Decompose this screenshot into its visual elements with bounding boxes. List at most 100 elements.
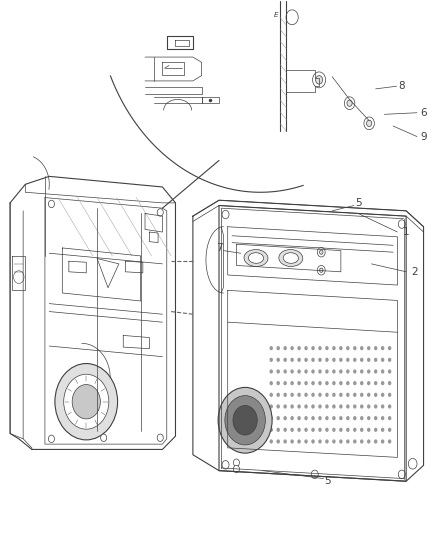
Circle shape (304, 381, 308, 385)
Circle shape (283, 439, 287, 443)
Circle shape (283, 381, 287, 385)
Circle shape (339, 405, 343, 409)
Circle shape (374, 416, 378, 420)
Circle shape (325, 405, 328, 409)
Circle shape (346, 381, 350, 385)
Circle shape (290, 405, 294, 409)
Circle shape (388, 369, 391, 374)
Circle shape (320, 250, 323, 254)
Circle shape (353, 393, 357, 397)
Ellipse shape (279, 249, 303, 266)
Circle shape (381, 405, 385, 409)
Circle shape (290, 369, 294, 374)
Circle shape (276, 427, 280, 432)
Circle shape (360, 416, 364, 420)
Circle shape (346, 346, 350, 350)
Circle shape (48, 435, 54, 442)
Circle shape (339, 369, 343, 374)
Circle shape (311, 439, 315, 443)
Circle shape (269, 358, 273, 362)
Circle shape (339, 427, 343, 432)
Circle shape (339, 416, 343, 420)
Circle shape (276, 369, 280, 374)
Circle shape (276, 358, 280, 362)
Circle shape (325, 439, 328, 443)
Circle shape (304, 405, 308, 409)
Circle shape (325, 346, 328, 350)
Circle shape (225, 395, 265, 445)
Circle shape (218, 387, 272, 453)
Circle shape (325, 358, 328, 362)
Circle shape (364, 117, 374, 130)
Circle shape (283, 427, 287, 432)
Text: 7: 7 (215, 243, 223, 253)
Circle shape (360, 369, 364, 374)
Circle shape (339, 439, 343, 443)
Circle shape (332, 427, 336, 432)
Circle shape (283, 416, 287, 420)
Circle shape (367, 393, 371, 397)
Circle shape (367, 346, 371, 350)
Circle shape (283, 369, 287, 374)
Circle shape (339, 346, 343, 350)
Circle shape (339, 381, 343, 385)
Circle shape (297, 369, 301, 374)
Circle shape (367, 369, 371, 374)
Circle shape (367, 381, 371, 385)
Circle shape (297, 346, 301, 350)
Circle shape (325, 381, 328, 385)
Circle shape (276, 346, 280, 350)
Circle shape (360, 346, 364, 350)
Circle shape (222, 211, 229, 219)
Circle shape (316, 76, 322, 84)
Circle shape (388, 427, 391, 432)
Circle shape (64, 374, 109, 429)
Circle shape (353, 405, 357, 409)
Circle shape (304, 416, 308, 420)
Circle shape (353, 381, 357, 385)
Circle shape (318, 358, 322, 362)
Circle shape (360, 405, 364, 409)
Circle shape (269, 393, 273, 397)
Circle shape (332, 381, 336, 385)
Circle shape (233, 465, 240, 473)
Circle shape (304, 439, 308, 443)
Circle shape (311, 405, 315, 409)
Circle shape (353, 346, 357, 350)
Circle shape (269, 416, 273, 420)
Circle shape (297, 393, 301, 397)
Circle shape (325, 416, 328, 420)
Circle shape (360, 427, 364, 432)
Circle shape (388, 346, 391, 350)
Circle shape (233, 406, 257, 435)
Circle shape (398, 220, 405, 228)
Circle shape (374, 427, 378, 432)
Circle shape (276, 405, 280, 409)
Circle shape (367, 416, 371, 420)
Circle shape (346, 427, 350, 432)
Circle shape (72, 384, 100, 419)
Circle shape (318, 346, 322, 350)
Circle shape (381, 346, 385, 350)
Circle shape (311, 369, 315, 374)
Circle shape (353, 427, 357, 432)
Circle shape (311, 358, 315, 362)
Circle shape (347, 100, 352, 107)
Circle shape (318, 247, 325, 257)
Circle shape (318, 416, 322, 420)
Circle shape (325, 393, 328, 397)
Circle shape (276, 393, 280, 397)
Circle shape (374, 358, 378, 362)
Text: 2: 2 (412, 267, 418, 277)
Circle shape (313, 72, 325, 88)
Circle shape (318, 265, 325, 275)
Circle shape (269, 346, 273, 350)
Circle shape (332, 439, 336, 443)
Circle shape (286, 10, 298, 25)
Circle shape (318, 393, 322, 397)
Circle shape (388, 358, 391, 362)
Circle shape (290, 393, 294, 397)
Text: 5: 5 (355, 198, 362, 208)
Circle shape (318, 369, 322, 374)
Circle shape (374, 393, 378, 397)
